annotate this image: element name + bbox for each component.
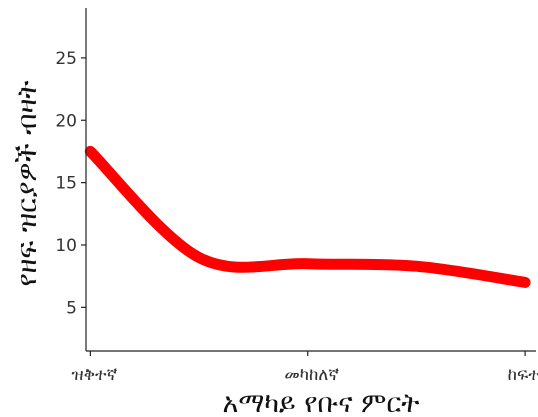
x-tick-label: መካከለኛ (284, 365, 339, 385)
x-tick-label: ከፍተኛ (508, 365, 538, 385)
y-axis-ticks: 5 10 15 20 25 (55, 49, 86, 318)
x-axis-title: አማካይ የቡና ምርት (223, 388, 420, 417)
y-tick-label: 10 (55, 236, 77, 256)
x-axis-ticks: ዝቅተኛ መካከለኛ ከፍተኛ (71, 351, 538, 385)
y-tick-label: 25 (55, 49, 77, 69)
plot-area (84, 145, 531, 288)
y-tick-label: 20 (55, 111, 77, 131)
y-tick-label: 15 (55, 174, 77, 194)
x-tick-label: ዝቅተኛ (71, 365, 117, 385)
y-axis-title: የዘፍ ዝርያዎች ብዛት (12, 80, 43, 286)
series-line (84, 145, 531, 288)
y-tick-label: 5 (66, 298, 77, 318)
